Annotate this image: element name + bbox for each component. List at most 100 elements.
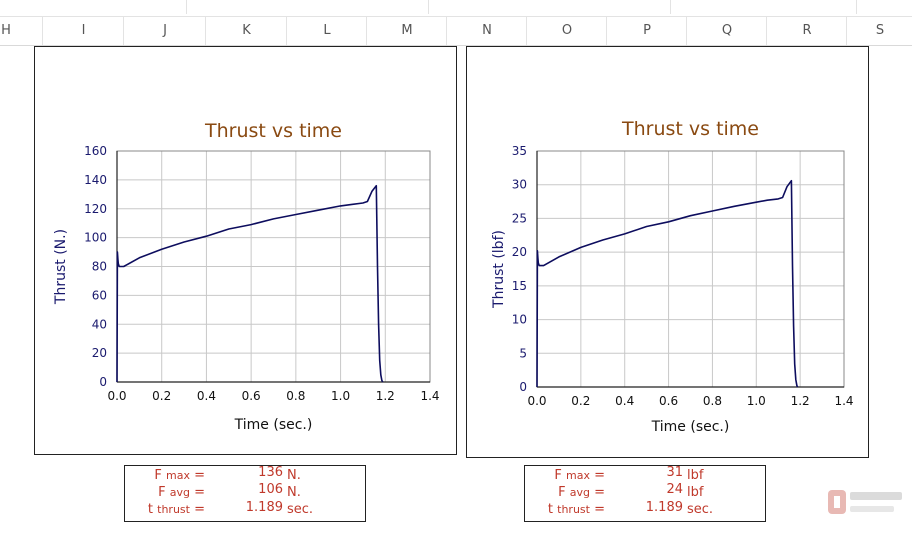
y-tick-label: 15 — [512, 279, 527, 293]
plot-frame — [536, 150, 845, 388]
chart-newtons-svg: 0.0 0.2 0.4 0.6 0.8 1.0 1.2 1.4 0 20 40 60 80 100 120 1… — [53, 120, 440, 433]
column-header-s[interactable]: S — [846, 17, 912, 45]
stats-symbol: F — [554, 468, 566, 483]
stats-subscript: max — [166, 469, 190, 482]
series-line — [116, 184, 384, 383]
column-header-l[interactable]: L — [286, 17, 367, 45]
stats-label: t thrust = — [525, 502, 605, 517]
stats-label: F max = — [525, 468, 605, 483]
stats-unit: lbf — [687, 468, 704, 483]
y-tick-label: 80 — [92, 260, 107, 274]
chart-title: Thrust vs time — [204, 120, 342, 142]
y-tick-label: 30 — [512, 178, 527, 192]
column-header-i[interactable]: I — [42, 17, 124, 45]
stats-value: 31 — [666, 465, 683, 480]
stats-unit: lbf — [687, 485, 704, 500]
x-tick-label: 1.4 — [420, 389, 439, 403]
stats-equals: = — [589, 502, 605, 517]
column-header-m[interactable]: M — [366, 17, 447, 45]
row-divider — [856, 0, 857, 14]
y-axis-label: Thrust (N.) — [53, 229, 69, 305]
y-axis-label: Thrust (lbf) — [491, 230, 507, 309]
stats-unit: sec. — [287, 502, 314, 517]
stats-row: F max = 31 lbf — [525, 465, 765, 486]
stats-label: t thrust = — [125, 502, 205, 517]
x-tick-label: 0.8 — [703, 394, 722, 408]
column-header-h[interactable]: H — [1, 23, 11, 38]
stats-box-newtons: F max = 136 N. F avg = 106 N. t thrust = 1.189 s… — [124, 465, 366, 522]
y-tick-label: 20 — [512, 245, 527, 259]
stats-symbol: t — [547, 502, 558, 517]
x-tick-label: 1.0 — [747, 394, 766, 408]
stats-unit: N. — [287, 468, 301, 483]
y-tick-label: 5 — [519, 346, 527, 360]
stats-row: F avg = 24 lbf — [525, 482, 765, 503]
x-tick-label: 1.4 — [834, 394, 853, 408]
y-tick-label: 40 — [92, 317, 107, 331]
column-header-q[interactable]: Q — [686, 17, 767, 45]
chart-title: Thrust vs time — [621, 118, 759, 140]
column-header-o[interactable]: O — [526, 17, 607, 45]
x-tick-label: 1.0 — [331, 389, 350, 403]
row-divider — [428, 0, 429, 14]
chart-lbf-svg: 0.0 0.2 0.4 0.6 0.8 1.0 1.2 1.4 0 5 10 15 20 25 30 35 Th… — [491, 118, 854, 435]
stats-value: 24 — [666, 482, 683, 497]
watermark-logo-icon — [828, 490, 902, 514]
stats-row: t thrust = 1.189 sec. — [125, 500, 365, 520]
column-header-p[interactable]: P — [606, 17, 687, 45]
stats-equals: = — [589, 485, 605, 500]
stats-subscript: thrust — [557, 503, 590, 516]
x-tick-label: 0.4 — [615, 394, 634, 408]
stats-equals: = — [189, 468, 205, 483]
stats-equals: = — [189, 502, 205, 517]
stats-label: F avg = — [525, 485, 605, 500]
stats-unit: N. — [287, 485, 301, 500]
stats-value: 136 — [258, 465, 283, 480]
stats-label: F max = — [125, 468, 205, 483]
stats-subscript: avg — [569, 486, 590, 499]
x-tick-label: 1.2 — [376, 389, 395, 403]
y-tick-label: 140 — [84, 173, 107, 187]
y-tick-label: 0 — [99, 375, 107, 389]
x-axis-label: Time (sec.) — [234, 417, 313, 433]
stats-symbol: F — [158, 485, 170, 500]
y-tick-label: 10 — [512, 313, 527, 327]
stats-value: 1.189 — [645, 500, 683, 515]
column-header-j[interactable]: J — [123, 17, 206, 45]
y-tick-label: 35 — [512, 144, 527, 158]
row-divider — [670, 0, 671, 14]
stats-symbol: F — [154, 468, 166, 483]
stats-subscript: max — [566, 469, 590, 482]
series-line — [536, 179, 799, 388]
y-tick-label: 160 — [84, 144, 107, 158]
x-tick-label: 0.8 — [286, 389, 305, 403]
x-tick-label: 0.6 — [659, 394, 678, 408]
y-tick-label: 60 — [92, 288, 107, 302]
stats-row: t thrust = 1.189 sec. — [525, 500, 765, 520]
x-tick-label: 0.0 — [527, 394, 546, 408]
row-divider — [186, 0, 187, 14]
stats-row: F max = 136 N. — [125, 465, 365, 486]
y-tick-label: 20 — [92, 346, 107, 360]
y-tick-label: 25 — [512, 211, 527, 225]
y-tick-label: 100 — [84, 231, 107, 245]
column-header-r[interactable]: R — [766, 17, 847, 45]
stats-value: 1.189 — [245, 500, 283, 515]
x-tick-label: 0.6 — [242, 389, 261, 403]
column-header-n[interactable]: N — [446, 17, 527, 45]
chart-lbf[interactable]: 0.0 0.2 0.4 0.6 0.8 1.0 1.2 1.4 0 5 10 15 20 25 30 35 Th… — [466, 46, 869, 458]
x-tick-label: 0.2 — [571, 394, 590, 408]
column-header-k[interactable]: K — [205, 17, 287, 45]
y-tick-label: 120 — [84, 202, 107, 216]
chart-newtons[interactable]: 0.0 0.2 0.4 0.6 0.8 1.0 1.2 1.4 0 20 40 60 80 100 120 1… — [34, 46, 457, 455]
y-tick-label: 0 — [519, 380, 527, 394]
stats-equals: = — [589, 468, 605, 483]
x-tick-label: 0.2 — [152, 389, 171, 403]
stats-row: F avg = 106 N. — [125, 482, 365, 503]
stats-unit: sec. — [687, 502, 714, 517]
stats-equals: = — [189, 485, 205, 500]
x-tick-label: 1.2 — [791, 394, 810, 408]
stats-symbol: t — [147, 502, 158, 517]
stats-subscript: thrust — [157, 503, 190, 516]
